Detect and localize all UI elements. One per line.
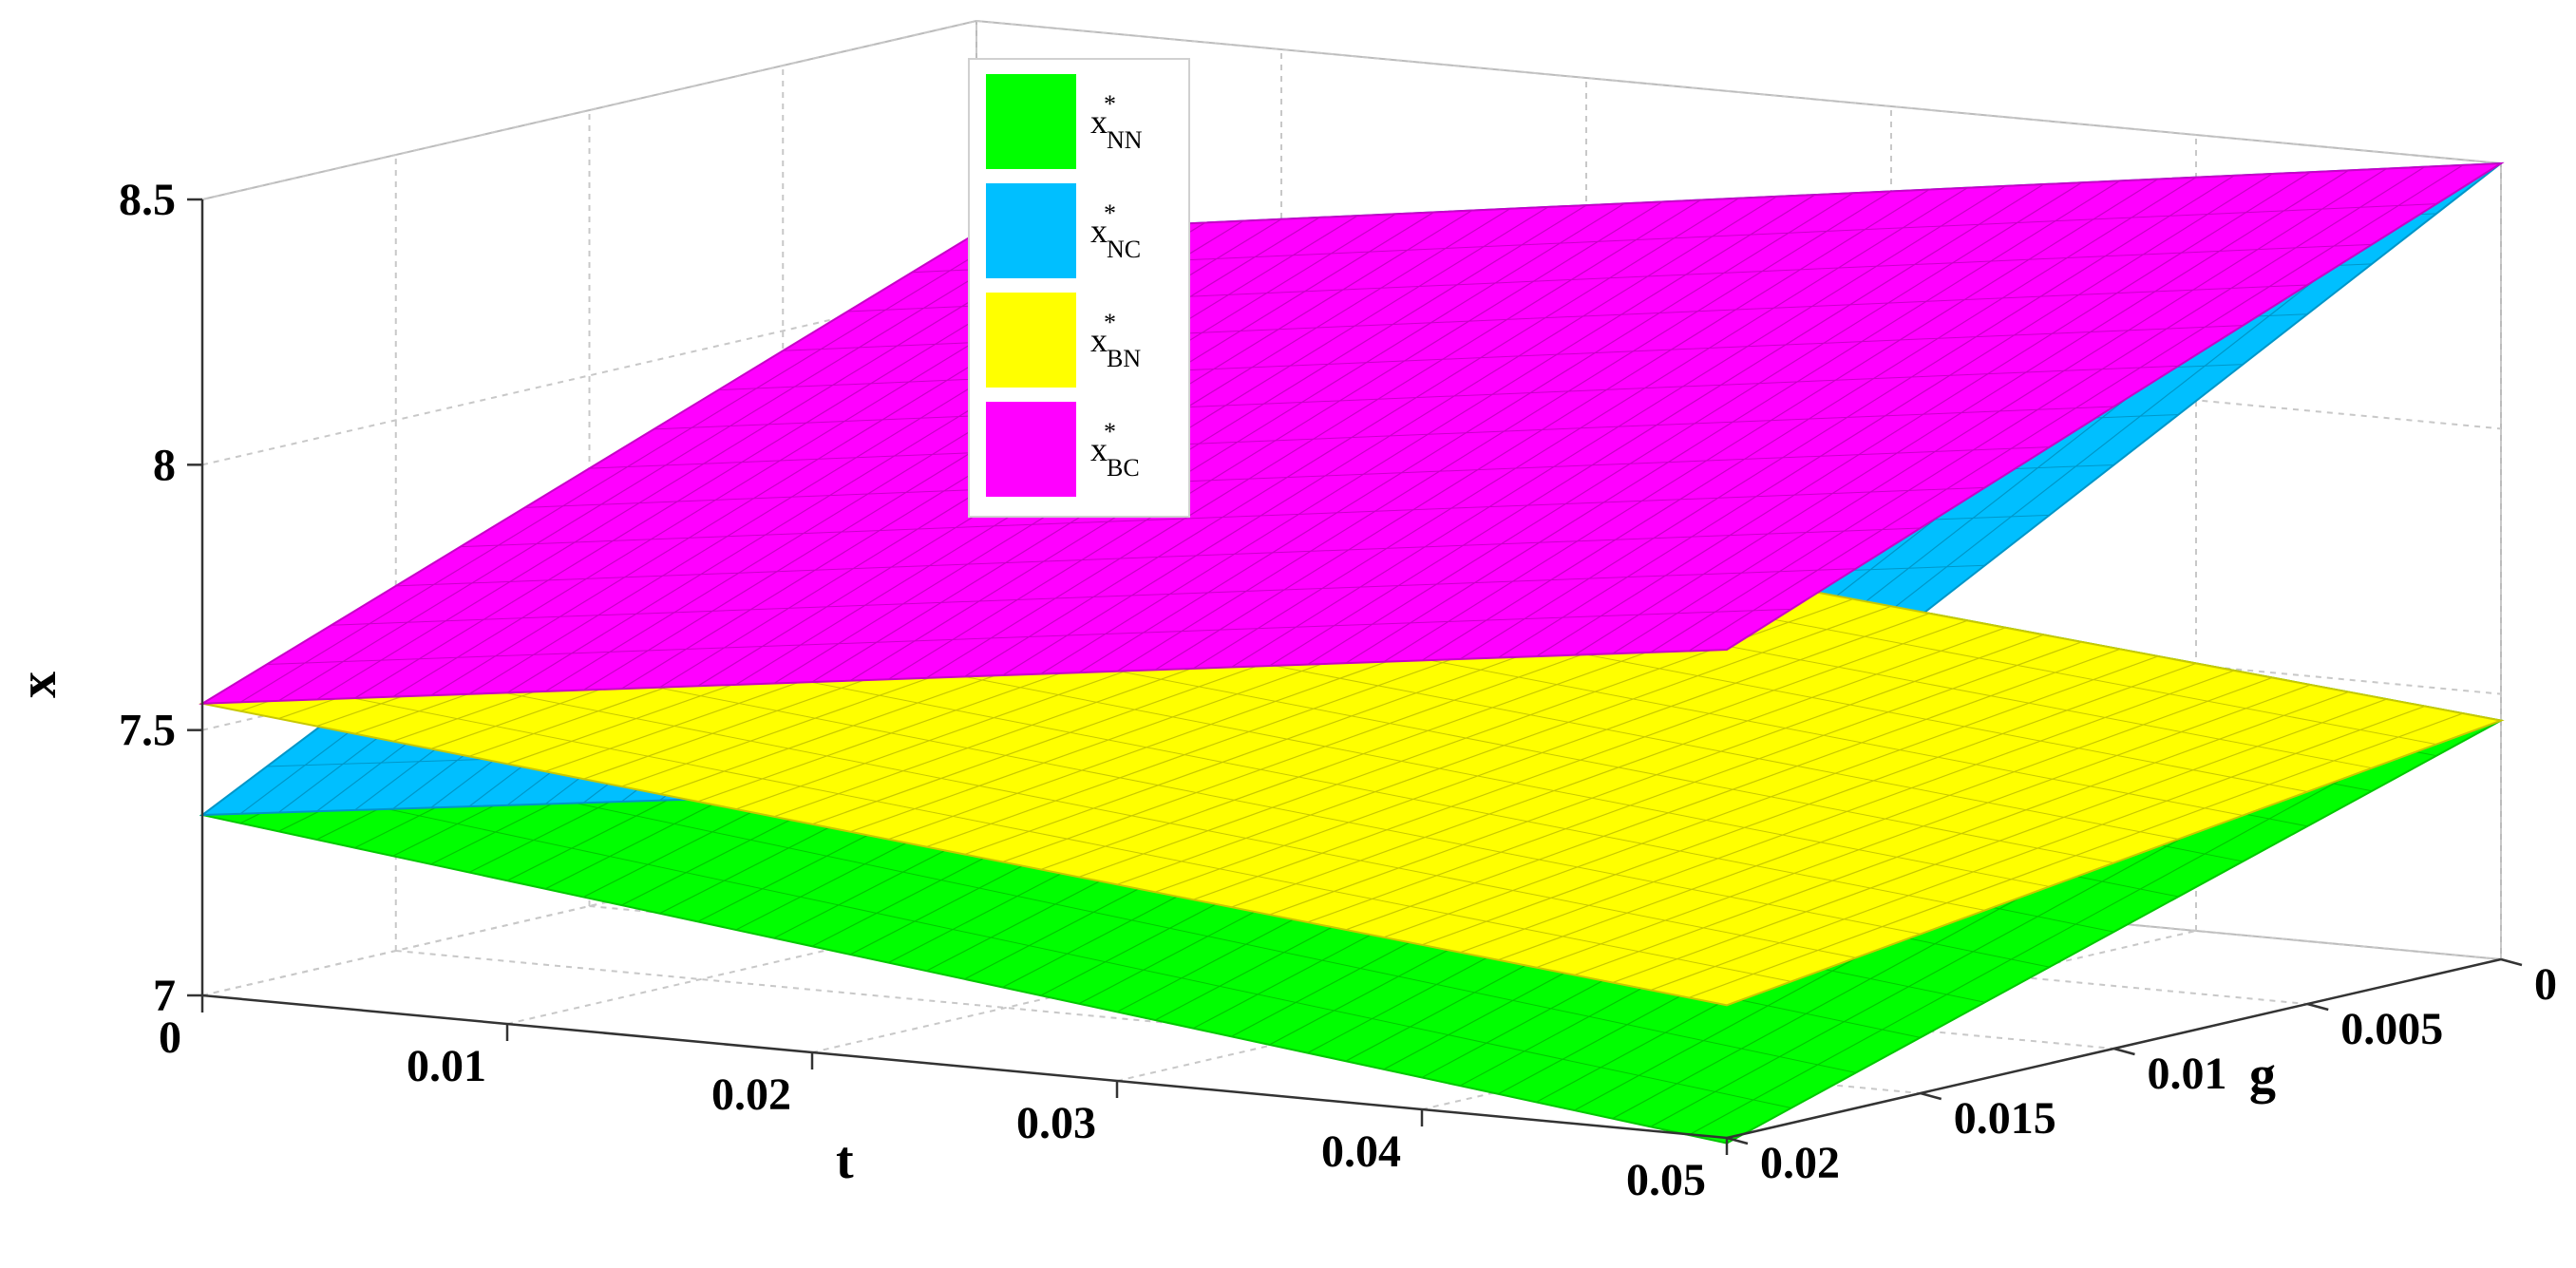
z-tick-label: 8.5	[119, 175, 176, 225]
legend-label: x* BN	[1090, 309, 1141, 372]
y-tick-mark	[1726, 1136, 1749, 1145]
legend-swatch	[986, 293, 1076, 388]
x-tick-label: 0.04	[1321, 1126, 1401, 1177]
surface-meshline	[331, 568, 1856, 626]
y-tick-label: 0	[2534, 959, 2557, 1010]
y-tick-label: 0.015	[1954, 1093, 2056, 1144]
floor-gridline-t	[1421, 930, 2197, 1110]
floor-gridline-g	[395, 950, 1921, 1094]
y-tick-label: 0.01	[2148, 1049, 2227, 1099]
x-axis-label: t	[836, 1131, 854, 1190]
legend: x* NN x* NC x* BN x* BC	[968, 58, 1190, 518]
legend-swatch	[986, 74, 1076, 169]
x-tick-label: 0.01	[407, 1041, 486, 1091]
z-tick-label: 7.5	[119, 706, 176, 756]
y-tick-label: 0.02	[1760, 1138, 1840, 1188]
y-tick-mark	[1920, 1091, 1942, 1101]
legend-label: x* BC	[1090, 418, 1140, 482]
legend-swatch	[986, 402, 1076, 497]
surface-meshline	[266, 783, 1792, 1108]
surface-meshline	[460, 486, 1985, 548]
surface-face	[199, 161, 2505, 705]
y-tick-mark	[2306, 1002, 2329, 1012]
y-tick-label: 0.005	[2340, 1004, 2443, 1054]
x-tick-label: 0.02	[711, 1069, 791, 1120]
x-axis-line	[201, 994, 1728, 1140]
x-tick-label: 0.03	[1016, 1098, 1096, 1148]
surface-meshline	[395, 527, 1921, 587]
back-wall-gridline-z	[975, 20, 2502, 164]
y-tick-mark	[2113, 1047, 2135, 1056]
legend-label: x* NN	[1090, 90, 1143, 154]
axes: 0 0.01 0.02 0.03 0.04 0.05 0 0.005 0.01 0.015 0.02…	[119, 175, 2557, 1205]
legend-swatch	[986, 183, 1076, 278]
surface-meshline	[589, 406, 2114, 469]
x-tick-label: 0.05	[1626, 1155, 1706, 1205]
surface-plots	[199, 161, 2505, 1145]
legend-label: x* NC	[1090, 199, 1141, 263]
surface-xbc	[199, 161, 2505, 705]
z-axis-label: x	[9, 672, 67, 698]
surface-meshline	[653, 365, 2179, 430]
surface-meshline	[524, 446, 2050, 508]
surface-meshline	[266, 680, 1792, 982]
surface-meshline	[331, 658, 1856, 958]
z-tick-label: 8	[153, 440, 176, 490]
surface-meshline	[331, 750, 1856, 1073]
z-tick-label: 7	[153, 971, 176, 1021]
left-wall-gridline-z	[201, 20, 977, 200]
y-axis-label: g	[2249, 1046, 2276, 1105]
y-tick-mark	[2500, 957, 2523, 967]
surface-meshline	[266, 608, 1791, 665]
x-tick-label: 0	[159, 1013, 181, 1063]
